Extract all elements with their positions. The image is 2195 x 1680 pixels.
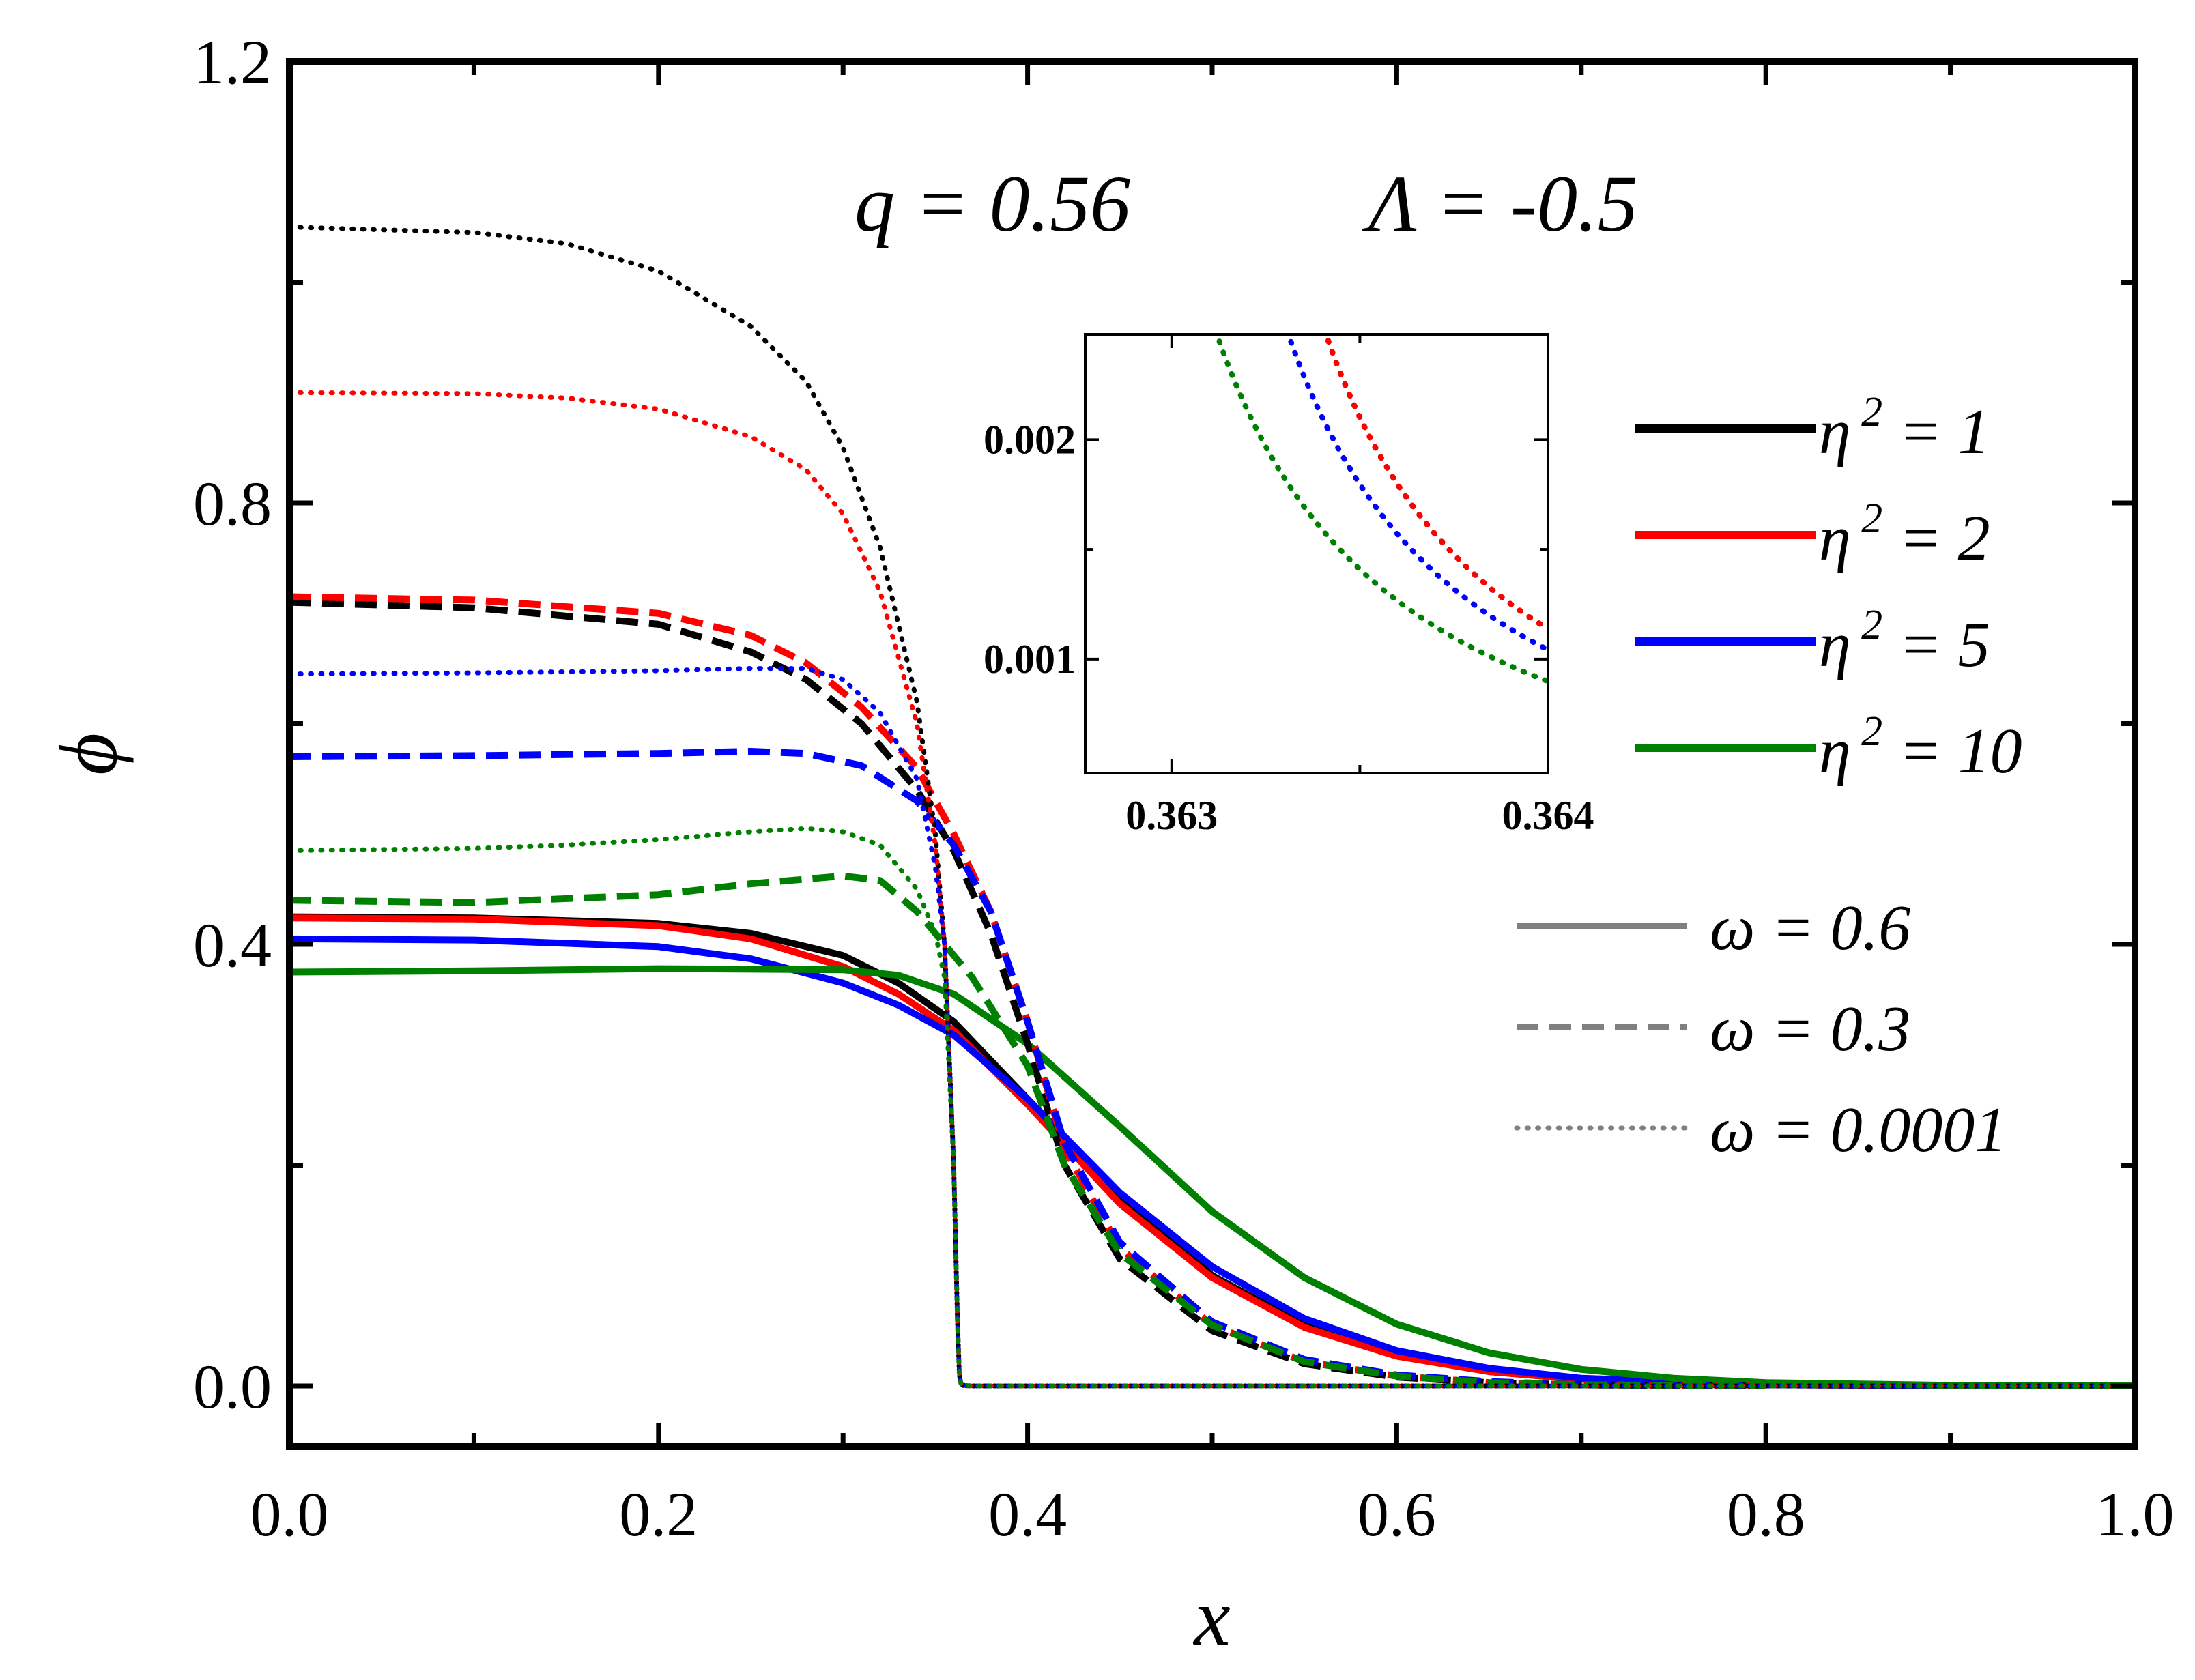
inset-series-line-3	[1285, 334, 1548, 653]
series-line-7	[289, 748, 1766, 1389]
inset-frame	[1084, 333, 1549, 774]
legend-omega-label: ω = 0.6	[1710, 893, 1910, 964]
x-tick-label: 0.0	[250, 1479, 329, 1549]
inset-series-group	[1214, 334, 1548, 684]
x-tick-label: 0.6	[1358, 1479, 1436, 1549]
legend-eta-label: η 2 = 5	[1819, 602, 1990, 680]
inset-x-tick-label: 0.363	[1125, 793, 1218, 838]
x-tick-label: 1.0	[2096, 1479, 2175, 1549]
legend-eta-label: η 2 = 2	[1819, 495, 1990, 574]
inset-x-tick-label: 0.364	[1502, 793, 1594, 838]
legend-omega-label: ω = 0.0001	[1710, 1095, 2007, 1165]
annotation-q: q = 0.56	[855, 159, 1130, 248]
legend-eta: η 2 = 1 η 2 = 2 η 2 = 5 η 2 = 10	[1635, 389, 2022, 787]
x-tick-label: 0.2	[619, 1479, 698, 1549]
y-tick-label: 0.0	[193, 1352, 272, 1421]
series-line-8	[289, 872, 1766, 1389]
x-tick-label: 0.4	[988, 1479, 1067, 1549]
inset-ticks	[1085, 334, 1549, 773]
inset-series-line-2	[1323, 334, 1548, 632]
series-line-4	[289, 965, 2136, 1389]
legend-eta-label: η 2 = 10	[1819, 708, 2022, 787]
series-line-12	[287, 826, 2138, 1389]
inset-y-tick-label: 0.002	[984, 417, 1076, 462]
x-tick-label: 0.8	[1727, 1479, 1805, 1549]
y-tick-label: 0.4	[193, 910, 272, 980]
inset-y-tick-label: 0.001	[984, 637, 1076, 682]
y-tick-label: 1.2	[193, 27, 272, 97]
legend-eta-label: η 2 = 1	[1819, 389, 1990, 467]
inset-series-line-4	[1214, 334, 1548, 684]
main-series-group	[287, 225, 2138, 1389]
x-axis-title: x	[1192, 1572, 1230, 1662]
legend-omega-label: ω = 0.3	[1710, 994, 1910, 1065]
annotation-lambda: Λ = -0.5	[1362, 159, 1638, 248]
axis-ticks	[287, 59, 2138, 1447]
series-line-3	[289, 935, 2136, 1389]
inset-background	[1085, 334, 1548, 773]
axis-tick-labels: 0.0 0.2 0.4 0.6 0.8 1.0 0.0 0.4 0.8 1.2	[193, 27, 2175, 1549]
legend-omega: ω = 0.6 ω = 0.3 ω = 0.0001	[1514, 893, 2007, 1165]
inset-tick-labels: 0.363 0.364 0.001 0.002	[984, 417, 1594, 838]
y-tick-label: 0.8	[193, 469, 272, 538]
y-axis-title: ϕ	[43, 733, 134, 775]
